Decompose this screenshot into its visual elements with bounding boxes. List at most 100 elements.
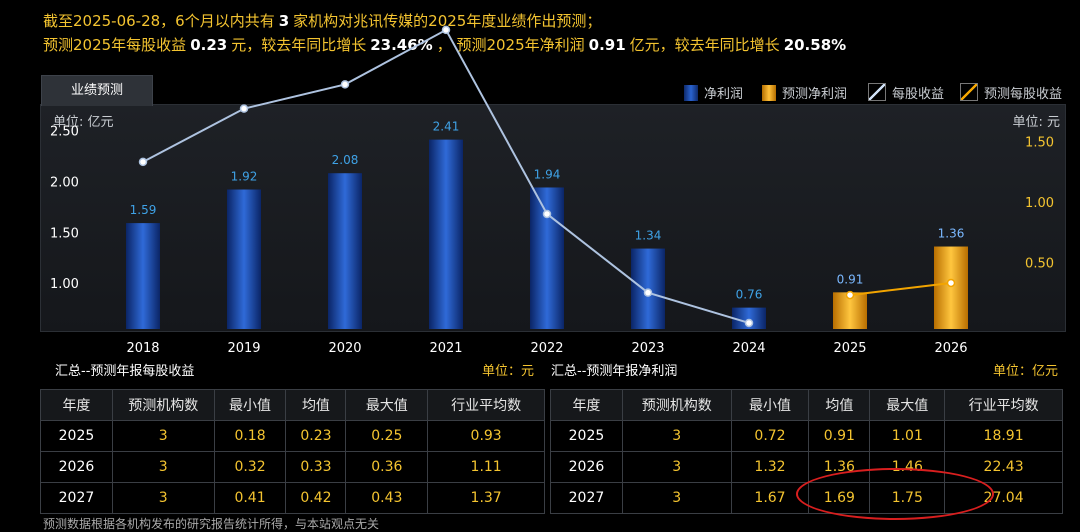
col-header: 最小值 [213, 389, 287, 421]
eps-point[interactable] [441, 25, 451, 35]
summary-text: 预测2025年每股收益 [43, 36, 187, 54]
eps-point[interactable] [542, 209, 552, 219]
table-header-row: 年度 预测机构数 最小值 均值 最大值 行业平均数 [40, 389, 545, 421]
col-header: 最大值 [345, 389, 429, 421]
table-cell: 0.32 [213, 451, 287, 483]
net-profit-bar[interactable] [328, 173, 362, 329]
legend-forecast-net-profit[interactable]: 预测净利润 [762, 83, 847, 102]
summary-line-1: 截至2025-06-28，6个月以内共有 3 家机构对兆讯传媒的2025年度业绩作出… [43, 10, 601, 31]
eps-forecast-table: 年度 预测机构数 最小值 均值 最大值 行业平均数 2025 3 0.18 0.23 0… [40, 389, 545, 514]
tab-performance-forecast[interactable]: 业绩预测 [41, 75, 153, 106]
legend-eps[interactable]: 每股收益 [868, 83, 944, 102]
x-axis-year-label: 2025 [833, 341, 866, 356]
forecast-eps-point[interactable] [845, 290, 855, 300]
forecast-eps-line [849, 281, 952, 297]
legend-swatch-forecast-eps [960, 83, 978, 101]
net-profit-growth-value: 20.58% [783, 36, 847, 54]
x-axis-year-label: 2022 [530, 341, 563, 356]
table-row: 2027 3 0.41 0.42 0.43 1.37 [40, 482, 545, 514]
table-cell: 2026 [550, 451, 623, 483]
legend-swatch-net-profit [684, 85, 698, 101]
net-profit-forecast-value: 0.91 [588, 36, 626, 54]
np-table-unit: 单位：亿元 [993, 364, 1059, 379]
summary-text: 元，较去年同比增长 [231, 36, 367, 54]
table-cell: 3 [111, 420, 215, 452]
np-table-title: 汇总--预测年报净利润 [551, 364, 678, 379]
table-cell: 0.18 [213, 420, 287, 452]
bar-value-label: 2.08 [332, 153, 359, 167]
table-row: 2026 3 0.32 0.33 0.36 1.11 [40, 451, 545, 483]
net-profit-bar[interactable] [429, 139, 463, 329]
legend-forecast-eps[interactable]: 预测每股收益 [960, 83, 1062, 102]
table-cell: 0.23 [285, 420, 347, 452]
bar-value-label: 1.59 [130, 203, 157, 217]
eps-point[interactable] [643, 288, 653, 297]
table-cell: 0.36 [345, 451, 429, 483]
eps-table-unit: 单位：元 [482, 364, 535, 379]
net-profit-bar[interactable] [126, 223, 160, 329]
forecast-net-profit-bar[interactable] [934, 246, 968, 329]
legend-label: 预测净利润 [782, 87, 848, 102]
col-header: 均值 [808, 389, 871, 421]
table-cell: 3 [621, 482, 732, 514]
table-cell: 0.33 [285, 451, 347, 483]
x-axis-year-label: 2020 [328, 341, 361, 356]
col-header: 均值 [285, 389, 347, 421]
net-profit-bar[interactable] [227, 189, 261, 329]
eps-point[interactable] [340, 80, 350, 89]
forecast-eps-point[interactable] [946, 278, 956, 288]
bar-value-label: 1.34 [635, 229, 662, 243]
performance-forecast-chart: 单位: 亿元 单位: 元 1.00 1.50 2.00 2.50 0.50 1.00 1.5… [50, 25, 1060, 356]
right-axis-tick: 0.50 [1025, 256, 1054, 271]
table-cell: 3 [621, 451, 732, 483]
eps-point[interactable] [239, 104, 249, 113]
table-row: 2026 3 1.32 1.36 1.46 22.43 [550, 451, 1063, 483]
left-axis-tick: 1.00 [50, 277, 79, 292]
net-profit-bar[interactable] [732, 307, 766, 329]
table-cell: 1.01 [869, 420, 946, 452]
highlight-circle-annotation [796, 468, 994, 520]
col-header: 预测机构数 [621, 389, 732, 421]
legend-net-profit[interactable]: 净利润 [684, 83, 743, 102]
x-axis-year-label: 2023 [631, 341, 664, 356]
table-cell: 2025 [40, 420, 113, 452]
summary-text: ， 预测2025年净利润 [436, 36, 585, 54]
table-cell: 0.72 [730, 420, 810, 452]
table-cell: 0.42 [285, 482, 347, 514]
bar-value-label: 2.41 [433, 120, 460, 134]
table-cell: 0.43 [345, 482, 429, 514]
eps-point[interactable] [138, 157, 148, 167]
eps-point[interactable] [744, 318, 754, 328]
table-cell: 1.11 [427, 451, 545, 483]
legend-label: 净利润 [704, 87, 744, 102]
table-cell: 1.37 [427, 482, 545, 514]
left-axis-tick: 2.00 [50, 175, 79, 190]
eps-forecast-value: 0.23 [190, 36, 228, 54]
x-axis-year-label: 2026 [934, 341, 967, 356]
net-profit-bar[interactable] [530, 187, 564, 329]
table-cell: 18.91 [944, 420, 1063, 452]
right-axis-unit: 单位: 元 [1012, 115, 1060, 130]
col-header: 行业平均数 [944, 389, 1063, 421]
summary-text: 截至2025-06-28，6个月以内共有 [43, 12, 275, 30]
left-axis-tick: 2.50 [50, 124, 79, 139]
col-header: 行业平均数 [427, 389, 545, 421]
summary-text: 亿元，较去年同比增长 [629, 36, 780, 54]
table-row: 2025 3 0.72 0.91 1.01 18.91 [550, 420, 1063, 452]
table-cell: 2027 [40, 482, 113, 514]
table-cell: 1.32 [730, 451, 810, 483]
col-header: 预测机构数 [111, 389, 215, 421]
table-cell: 0.91 [808, 420, 871, 452]
table-cell: 2026 [40, 451, 113, 483]
eps-table-title: 汇总--预测年报每股收益 [55, 364, 195, 379]
col-header: 年度 [550, 389, 623, 421]
legend-swatch-eps [868, 83, 886, 101]
right-axis-tick: 1.50 [1025, 135, 1054, 150]
table-cell: 3 [111, 482, 215, 514]
table-cell: 3 [111, 451, 215, 483]
table-cell: 0.25 [345, 420, 429, 452]
bar-value-label: 1.92 [231, 170, 258, 184]
table-cell: 0.41 [213, 482, 287, 514]
bar-value-label: 1.36 [938, 227, 965, 241]
x-axis-year-label: 2018 [126, 341, 159, 356]
